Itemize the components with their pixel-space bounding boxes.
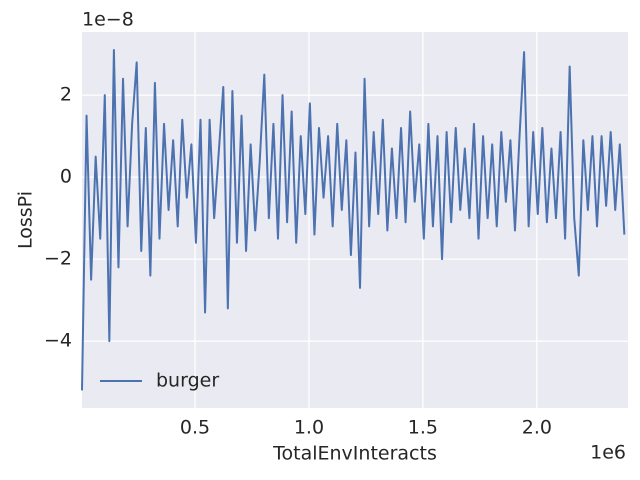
x-tick-label: 1.5 — [408, 417, 438, 439]
x-tick-label: 2.0 — [522, 417, 552, 439]
data-line — [81, 49, 626, 391]
legend-label: burger — [156, 370, 219, 392]
y-tick-label: −2 — [44, 248, 72, 270]
y-tick-label: 2 — [60, 84, 72, 106]
x-offset-label: 1e6 — [590, 442, 626, 464]
x-axis-label: TotalEnvInteracts — [272, 443, 437, 465]
x-tick-label: 1.0 — [294, 417, 324, 439]
y-tick-label: −4 — [44, 330, 72, 352]
y-axis-label: LossPi — [15, 191, 37, 249]
y-tick-label: 0 — [60, 166, 72, 188]
y-offset-label: 1e−8 — [82, 9, 134, 31]
x-tick-label: 0.5 — [180, 417, 210, 439]
